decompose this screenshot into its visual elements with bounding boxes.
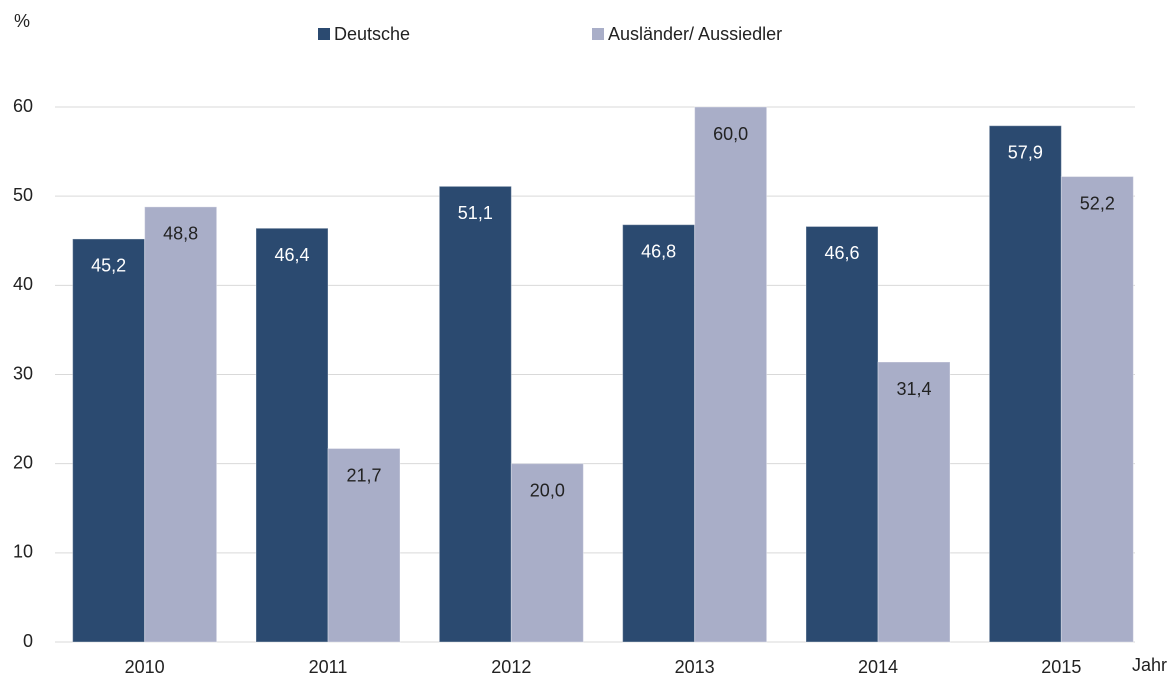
- y-axis-label: %: [14, 11, 30, 31]
- x-tick-label: 2013: [675, 657, 715, 677]
- bar: [327, 448, 401, 643]
- value-label: 21,7: [346, 465, 381, 485]
- bar: [1060, 176, 1134, 643]
- value-label: 57,9: [1008, 142, 1043, 162]
- bar: [877, 361, 951, 643]
- bar: [805, 225, 879, 643]
- x-tick-label: 2012: [491, 657, 531, 677]
- value-label: 48,8: [163, 224, 198, 244]
- legend-label: Ausländer/ Aussiedler: [608, 24, 782, 44]
- legend-swatch: [318, 28, 330, 40]
- value-label: 31,4: [896, 379, 931, 399]
- y-tick-label: 50: [13, 185, 33, 205]
- bar: [144, 206, 218, 643]
- x-axis-label: Jahr: [1132, 655, 1167, 675]
- value-label: 45,2: [91, 256, 126, 276]
- value-label: 46,4: [274, 245, 309, 265]
- x-tick-label: 2014: [858, 657, 898, 677]
- bar: [988, 125, 1062, 643]
- y-tick-label: 60: [13, 96, 33, 116]
- legend-label: Deutsche: [334, 24, 410, 44]
- value-label: 20,0: [530, 480, 565, 500]
- x-tick-label: 2015: [1041, 657, 1081, 677]
- value-label: 60,0: [713, 124, 748, 144]
- x-tick-label: 2011: [309, 657, 348, 677]
- bar: [622, 224, 696, 643]
- legend-swatch: [592, 28, 604, 40]
- value-label: 52,2: [1080, 193, 1115, 213]
- bar: [255, 227, 329, 643]
- y-tick-label: 10: [13, 542, 33, 562]
- x-tick-label: 2010: [125, 657, 165, 677]
- y-tick-label: 20: [13, 452, 33, 472]
- bar: [510, 463, 584, 643]
- value-label: 46,8: [641, 241, 676, 261]
- y-tick-label: 40: [13, 274, 33, 294]
- y-tick-label: 30: [13, 363, 33, 383]
- bar: [438, 185, 512, 643]
- y-tick-label: 0: [23, 631, 33, 651]
- bar: [694, 106, 768, 643]
- value-label: 46,6: [824, 243, 859, 263]
- value-label: 51,1: [458, 203, 493, 223]
- bar: [72, 238, 146, 643]
